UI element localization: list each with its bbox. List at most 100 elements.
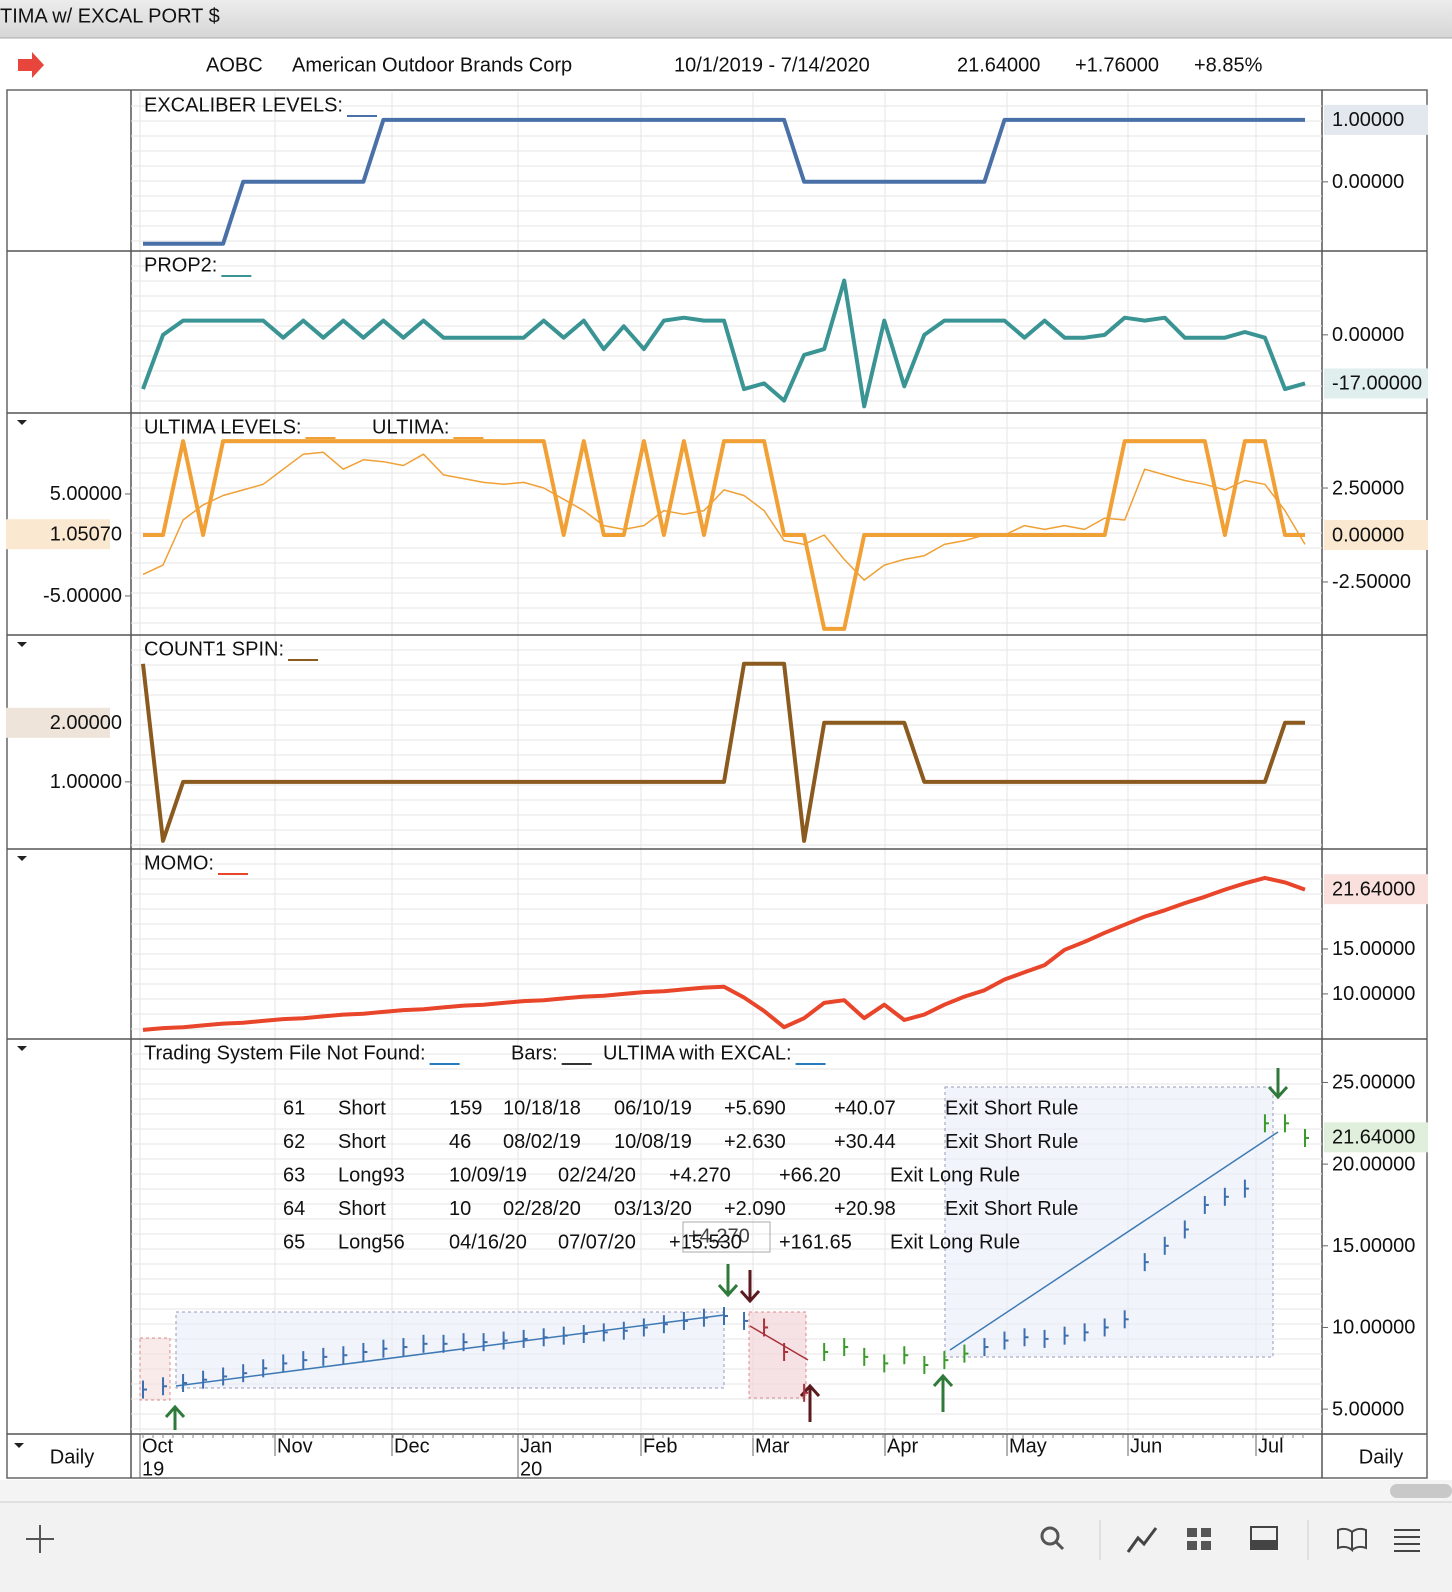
- trade-cell: +40.07: [834, 1097, 896, 1119]
- price-bar: [1083, 1323, 1089, 1342]
- panel-caret: [17, 420, 27, 425]
- annotation: +4.270: [688, 1225, 750, 1247]
- price-bar: [1063, 1326, 1069, 1345]
- y-tick-label: 2.50000: [1332, 477, 1404, 499]
- y-tick-label: 1.00000: [50, 771, 122, 793]
- price-bar: [502, 1331, 508, 1350]
- price-bar: [1163, 1236, 1169, 1255]
- x-tick-label: Nov: [277, 1435, 313, 1457]
- price-bar: [983, 1338, 989, 1357]
- trade-cell: 02/24/20: [558, 1164, 636, 1186]
- last-price: 21.64000: [957, 54, 1040, 76]
- last-value-box: [6, 707, 110, 738]
- price-bar: [1263, 1114, 1269, 1133]
- y-tick-label: 0.00000: [1332, 171, 1404, 193]
- legend-label: MOMO:: [144, 852, 214, 874]
- buy-arrow: [932, 1373, 954, 1412]
- price-bar: [602, 1323, 608, 1342]
- series-line: [143, 439, 1305, 631]
- change-pct: +8.85%: [1194, 54, 1263, 76]
- trend-line: [175, 1314, 725, 1387]
- price-bar: [582, 1325, 588, 1343]
- price-bar: [342, 1346, 348, 1365]
- trade-cell: Exit Long Rule: [890, 1231, 1020, 1253]
- trend-line: [749, 1325, 809, 1361]
- trade-cell: Exit Short Rule: [945, 1131, 1078, 1153]
- trade-cell: 62: [283, 1131, 305, 1153]
- price-bar: [1304, 1129, 1309, 1147]
- price-bar: [482, 1333, 488, 1352]
- price-bar: [1043, 1329, 1049, 1348]
- x-year-label: 20: [520, 1458, 542, 1480]
- legend-label: ULTIMA LEVELS:: [144, 416, 301, 438]
- trade-cell: 04/16/20: [449, 1231, 527, 1253]
- last-value-label: 2.00000: [50, 712, 122, 734]
- price-bar: [863, 1347, 869, 1366]
- trade-cell: 64: [283, 1198, 305, 1220]
- panel-button[interactable]: [1250, 1526, 1278, 1550]
- trade-cell: 08/02/19: [503, 1131, 581, 1153]
- last-value-label: 21.64000: [1332, 879, 1415, 901]
- list-button[interactable]: [1394, 1529, 1420, 1552]
- trade-cell: +5.690: [724, 1097, 786, 1119]
- price-bar: [262, 1359, 268, 1378]
- x-axis: Oct Nov Dec Jan Feb Mar Apr May Jun Jul 19 20: [139, 1434, 1304, 1480]
- price-bar: [843, 1338, 849, 1357]
- trade-cell: 02/28/20: [503, 1198, 581, 1220]
- symbol: AOBC: [206, 54, 263, 76]
- price-bar: [542, 1328, 548, 1347]
- trade-cell: 159: [449, 1097, 482, 1119]
- price-bar: [903, 1346, 909, 1365]
- price-bar: [763, 1318, 769, 1337]
- trade-cell: 46: [449, 1131, 471, 1153]
- price-bar: [783, 1342, 789, 1361]
- trade-cell: +161.65: [779, 1231, 852, 1253]
- legend-label: Trading System File Not Found:: [144, 1042, 426, 1064]
- panel-caret: [17, 1046, 27, 1051]
- legend-label: Bars:: [511, 1042, 558, 1064]
- last-value-box: [1324, 368, 1428, 399]
- price-bar: [162, 1377, 168, 1396]
- price-bar: [422, 1334, 428, 1353]
- trade-cell: Exit Long Rule: [890, 1164, 1020, 1186]
- trade-cell: +66.20: [779, 1164, 841, 1186]
- price-bar: [963, 1344, 969, 1363]
- price-bar: [702, 1308, 708, 1327]
- price-bar: [883, 1354, 889, 1373]
- y-tick-label: 15.00000: [1332, 938, 1415, 960]
- price-bar: [182, 1374, 188, 1392]
- scroll-thumb[interactable]: [1390, 1484, 1452, 1498]
- search-button[interactable]: [1040, 1526, 1060, 1546]
- legend-label: COUNT1 SPIN:: [144, 638, 284, 660]
- x-tick-label: Jun: [1130, 1435, 1162, 1457]
- arrow-icon[interactable]: [18, 52, 44, 78]
- trade-cell: Long56: [338, 1231, 405, 1253]
- interval-label: Daily: [50, 1446, 94, 1468]
- x-year-label: 19: [142, 1458, 164, 1480]
- price-bar: [222, 1367, 228, 1386]
- trade-cell: 10/09/19: [449, 1164, 527, 1186]
- trend-line: [949, 1131, 1279, 1351]
- price-bar: [1223, 1187, 1229, 1206]
- chart-button[interactable]: [1126, 1527, 1158, 1553]
- x-tick-label: Mar: [755, 1435, 790, 1457]
- trade-cell: 10/18/18: [503, 1097, 581, 1119]
- menu-caret[interactable]: [14, 1443, 24, 1448]
- layout-button[interactable]: [1187, 1528, 1211, 1550]
- x-tick-label: Feb: [643, 1435, 677, 1457]
- book-button[interactable]: [1337, 1527, 1367, 1553]
- last-value-label: -17.00000: [1332, 373, 1422, 395]
- change: +1.76000: [1075, 54, 1159, 76]
- add-button[interactable]: [26, 1525, 54, 1553]
- price-bar: [943, 1351, 949, 1370]
- price-bar: [1203, 1195, 1209, 1214]
- x-tick-label: Jul: [1258, 1435, 1284, 1457]
- sell-arrow: [1267, 1068, 1289, 1100]
- x-tick-label: Jan: [520, 1435, 552, 1457]
- trade-box: [748, 1311, 807, 1399]
- last-value-label: 1.00000: [1332, 109, 1404, 131]
- price-bar: [562, 1326, 568, 1345]
- last-value-label: 21.64000: [1332, 1127, 1415, 1149]
